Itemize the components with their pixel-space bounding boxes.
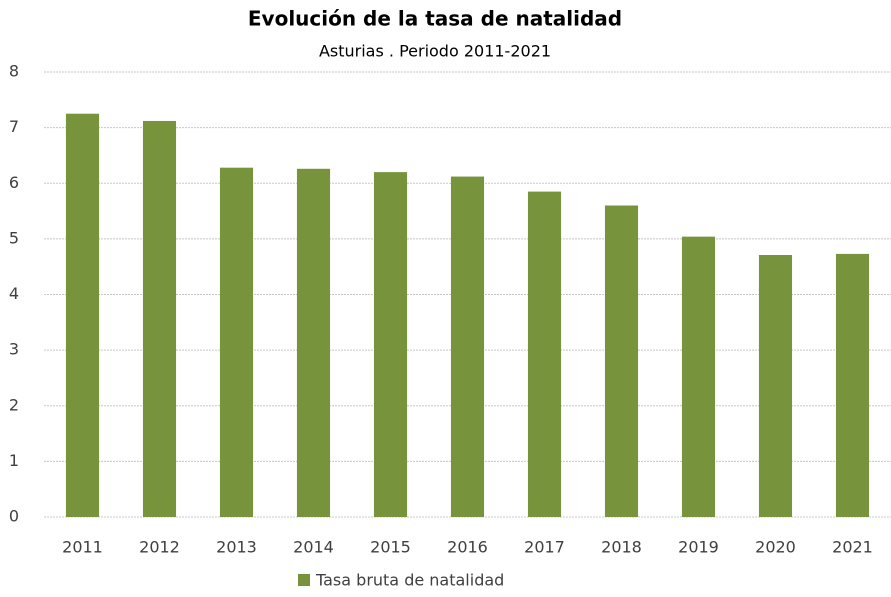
y-tick-label: 7 bbox=[9, 117, 19, 136]
x-tick-label: 2015 bbox=[370, 538, 411, 557]
bar bbox=[373, 172, 408, 517]
chart-title: Evolución de la tasa de natalidad bbox=[248, 7, 622, 31]
bar bbox=[65, 113, 100, 517]
bar bbox=[296, 168, 331, 517]
bar bbox=[527, 191, 562, 517]
x-tick-label: 2018 bbox=[601, 538, 642, 557]
x-tick-label: 2021 bbox=[832, 538, 873, 557]
chart-subtitle: Asturias . Periodo 2011-2021 bbox=[319, 42, 551, 61]
y-tick-label: 8 bbox=[9, 62, 19, 81]
y-tick-label: 6 bbox=[9, 173, 19, 192]
bar bbox=[835, 253, 870, 518]
bar bbox=[758, 255, 793, 517]
x-tick-label: 2014 bbox=[293, 538, 334, 557]
legend-swatch bbox=[298, 574, 310, 586]
y-tick-label: 0 bbox=[9, 507, 19, 526]
x-tick-label: 2016 bbox=[447, 538, 488, 557]
bar bbox=[604, 205, 639, 517]
x-tick-label: 2013 bbox=[216, 538, 257, 557]
bar bbox=[219, 167, 254, 518]
x-tick-label: 2011 bbox=[62, 538, 103, 557]
bar bbox=[681, 236, 716, 517]
legend-label: Tasa bruta de natalidad bbox=[315, 571, 504, 590]
x-tick-label: 2019 bbox=[678, 538, 719, 557]
x-tick-label: 2017 bbox=[524, 538, 565, 557]
x-tick-label: 2020 bbox=[755, 538, 796, 557]
y-tick-label: 2 bbox=[9, 395, 19, 414]
y-tick-label: 3 bbox=[9, 340, 19, 359]
y-tick-label: 1 bbox=[9, 451, 19, 470]
x-tick-label: 2012 bbox=[139, 538, 180, 557]
y-tick-label: 4 bbox=[9, 284, 19, 303]
y-tick-label: 5 bbox=[9, 228, 19, 247]
bar bbox=[142, 120, 177, 517]
bar bbox=[450, 176, 485, 517]
